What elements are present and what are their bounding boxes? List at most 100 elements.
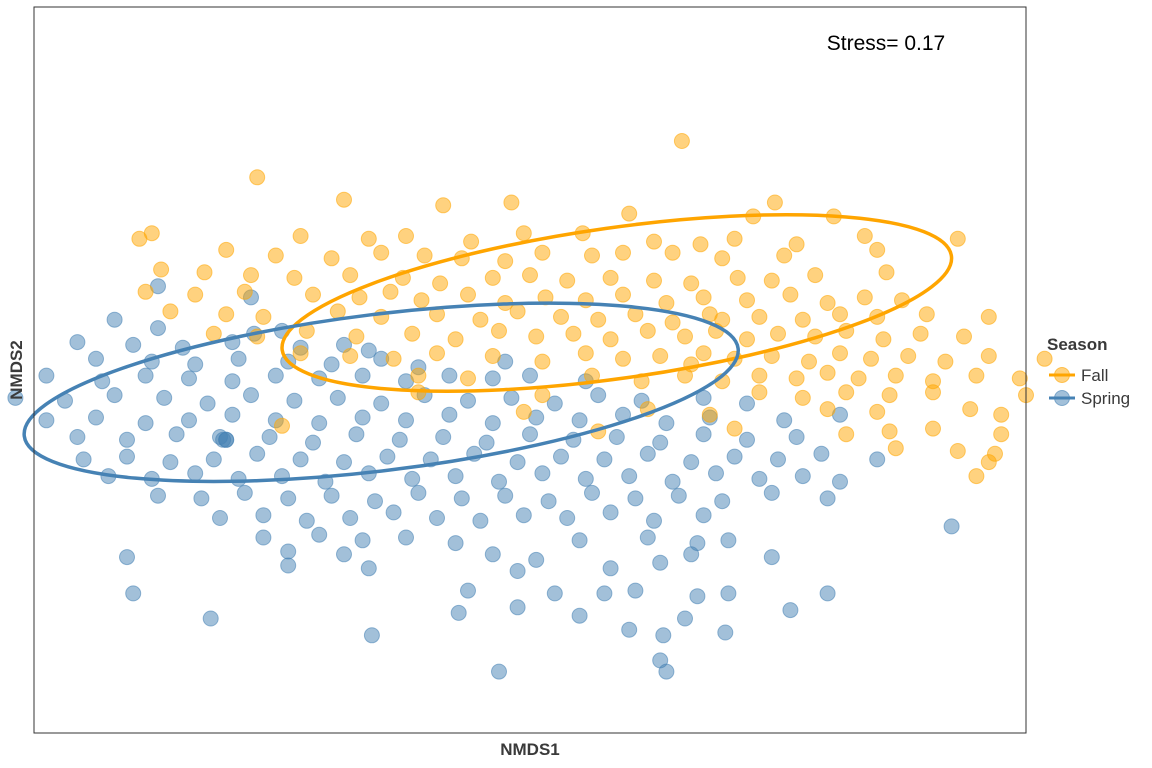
point-fall-73 <box>162 303 179 320</box>
point-fall-96 <box>348 328 365 345</box>
point-spring-98 <box>553 448 569 465</box>
point-fall-166 <box>881 423 898 440</box>
point-fall-32 <box>615 244 631 261</box>
point-fall-69 <box>782 286 799 303</box>
point-fall-152 <box>881 387 898 404</box>
point-spring-191 <box>717 624 734 641</box>
point-spring-134 <box>584 484 600 501</box>
point-fall-120 <box>615 350 631 367</box>
point-fall-47 <box>602 269 619 286</box>
point-fall-123 <box>695 345 712 362</box>
point-fall-41 <box>342 267 359 284</box>
point-spring-121 <box>751 470 768 487</box>
point-spring-176 <box>546 585 563 602</box>
legend: Season Fall Spring <box>1047 335 1130 408</box>
point-spring-194 <box>658 663 675 680</box>
point-spring-61 <box>441 406 458 423</box>
point-fall-14 <box>463 233 480 250</box>
point-spring-26 <box>224 373 241 390</box>
point-fall-60 <box>413 292 430 309</box>
point-fall-104 <box>677 328 693 345</box>
point-spring-147 <box>515 507 532 524</box>
point-fall-143 <box>887 367 904 384</box>
point-spring-78 <box>435 429 452 445</box>
point-spring-101 <box>683 454 700 471</box>
point-spring-59 <box>354 409 371 426</box>
point-fall-150 <box>794 389 811 406</box>
point-spring-138 <box>763 484 780 501</box>
point-fall-92 <box>980 308 997 325</box>
point-spring-161 <box>720 532 737 549</box>
point-fall-162 <box>274 417 290 434</box>
point-fall-24 <box>267 247 284 264</box>
point-spring-149 <box>602 504 619 521</box>
point-fall-36 <box>869 241 886 258</box>
point-spring-39 <box>199 395 216 412</box>
point-spring-155 <box>354 532 371 549</box>
point-spring-174 <box>125 585 142 602</box>
point-spring-52 <box>38 412 55 429</box>
point-fall-101 <box>565 325 582 342</box>
point-fall-59 <box>382 283 399 300</box>
point-spring-142 <box>298 512 315 529</box>
point-fall-145 <box>968 367 985 384</box>
point-spring-109 <box>230 470 247 487</box>
point-fall-103 <box>639 322 656 339</box>
point-spring-136 <box>670 487 687 504</box>
point-spring-68 <box>776 412 793 429</box>
point-fall-17 <box>646 233 662 250</box>
point-fall-97 <box>404 325 421 342</box>
point-fall-132 <box>1036 350 1053 367</box>
point-fall-48 <box>646 272 662 289</box>
point-fall-88 <box>794 311 811 328</box>
point-spring-172 <box>602 560 619 577</box>
point-fall-50 <box>729 269 746 286</box>
point-spring-31 <box>441 367 458 384</box>
point-spring-105 <box>869 451 886 468</box>
point-fall-142 <box>850 370 867 387</box>
point-fall-159 <box>869 403 886 420</box>
point-spring-7 <box>125 336 142 353</box>
point-spring-184 <box>202 610 219 627</box>
point-fall-139 <box>751 367 768 384</box>
point-fall-130 <box>937 353 954 370</box>
point-fall-99 <box>491 322 507 339</box>
point-fall-6 <box>621 205 638 222</box>
ellipse-spring <box>22 301 740 484</box>
point-spring-168 <box>763 549 780 566</box>
point-spring-60 <box>398 412 414 429</box>
legend-label-fall: Fall <box>1081 366 1108 385</box>
point-spring-6 <box>69 334 86 351</box>
point-spring-164 <box>336 546 352 563</box>
point-fall-23 <box>218 241 235 258</box>
point-fall-118 <box>534 353 551 370</box>
point-spring-166 <box>528 551 545 568</box>
point-fall-18 <box>692 236 709 253</box>
point-fall-34 <box>714 250 731 267</box>
point-spring-177 <box>596 585 613 602</box>
point-fall-20 <box>788 236 805 253</box>
point-spring-13 <box>88 350 104 367</box>
point-spring-115 <box>491 473 507 490</box>
point-fall-22 <box>949 230 966 247</box>
point-spring-190 <box>655 627 672 644</box>
point-fall-55 <box>187 286 204 303</box>
point-fall-40 <box>286 269 303 286</box>
point-spring-76 <box>348 426 365 443</box>
point-fall-57 <box>305 286 321 303</box>
point-spring-86 <box>788 429 805 445</box>
point-fall-33 <box>664 244 681 261</box>
point-fall-115 <box>385 350 402 367</box>
point-spring-186 <box>571 607 588 624</box>
point-spring-64 <box>571 412 588 429</box>
point-fall-76 <box>329 303 346 320</box>
point-fall-155 <box>515 403 532 420</box>
point-spring-162 <box>119 549 135 566</box>
point-spring-18 <box>323 356 340 373</box>
legend-item-fall: Fall <box>1049 366 1108 385</box>
point-spring-128 <box>323 487 340 504</box>
point-spring-3 <box>150 320 166 337</box>
point-fall-71 <box>856 289 873 306</box>
point-spring-137 <box>714 493 731 510</box>
point-spring-72 <box>168 426 185 443</box>
